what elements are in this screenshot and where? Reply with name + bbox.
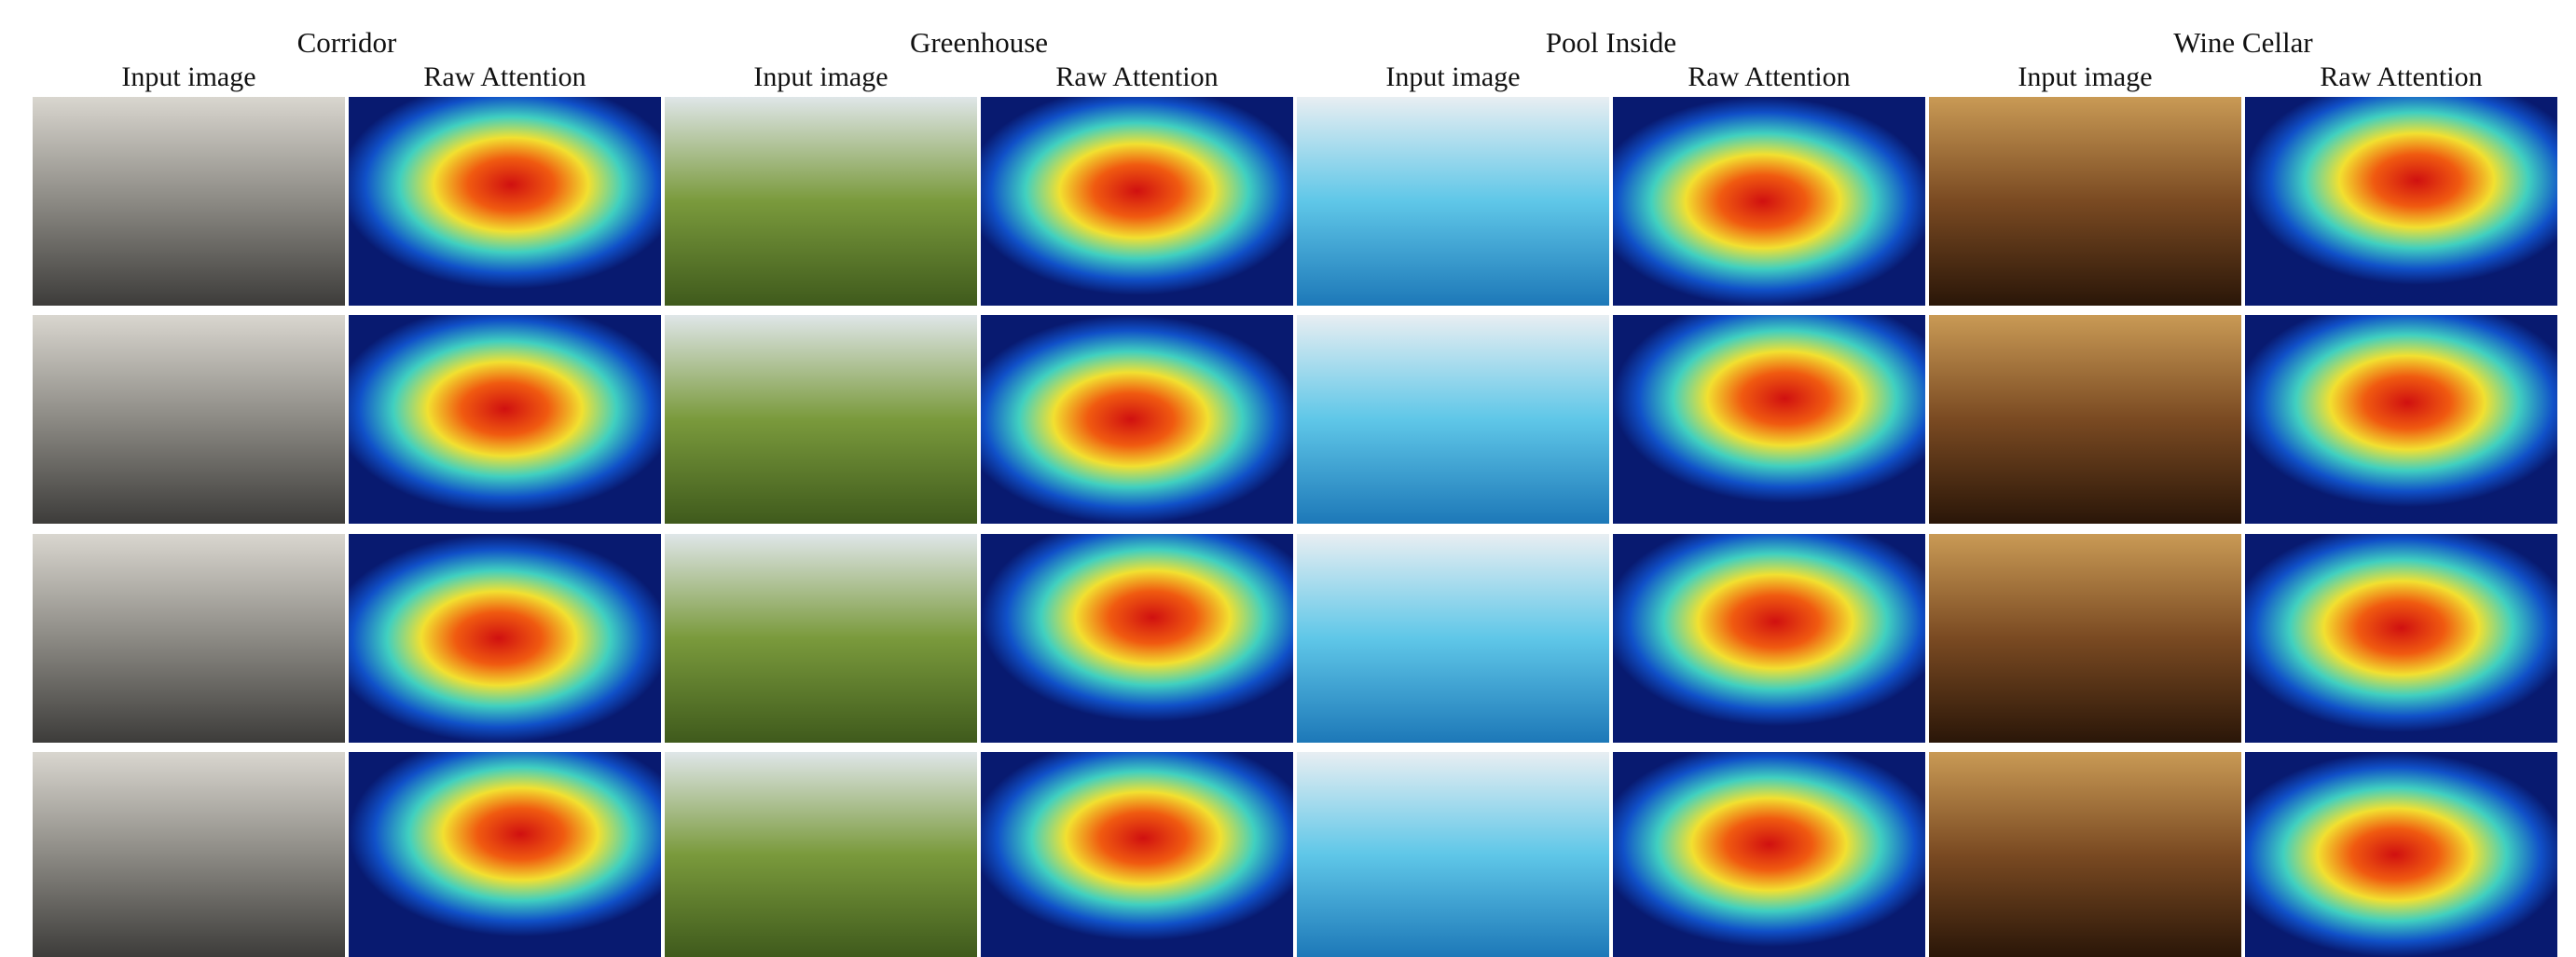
input-image: [33, 97, 345, 306]
attention-map: [981, 315, 1293, 524]
column-title: Raw Attention: [423, 62, 586, 92]
column-title: Raw Attention: [2320, 62, 2483, 92]
column-title: Raw Attention: [1687, 62, 1851, 92]
attention-map: [1613, 534, 1925, 743]
input-image: [33, 534, 345, 743]
input-image: [1297, 752, 1609, 957]
input-image: [1297, 97, 1609, 306]
column-title: Input image: [121, 62, 256, 92]
attention-map: [349, 752, 661, 957]
attention-map: [1613, 97, 1925, 306]
group-title: Corridor: [296, 26, 397, 59]
attention-map: [981, 534, 1293, 743]
input-image: [1297, 315, 1609, 524]
column-title: Input image: [753, 62, 889, 92]
attention-map: [349, 315, 661, 524]
input-image: [1929, 315, 2241, 524]
input-image: [665, 752, 977, 957]
input-image: [1929, 534, 2241, 743]
group-title: Wine Cellar: [2173, 26, 2313, 59]
column-title: Raw Attention: [1055, 62, 1219, 92]
column-title: Input image: [2018, 62, 2153, 92]
attention-map: [981, 752, 1293, 957]
attention-map: [349, 97, 661, 306]
input-image: [665, 315, 977, 524]
column-title: Input image: [1385, 62, 1521, 92]
attention-map: [981, 97, 1293, 306]
input-image: [665, 97, 977, 306]
attention-map: [2245, 97, 2557, 306]
attention-map: [1613, 315, 1925, 524]
input-image: [1929, 97, 2241, 306]
group-title: Pool Inside: [1545, 26, 1677, 59]
input-image: [33, 752, 345, 957]
input-image: [1297, 534, 1609, 743]
attention-map: [2245, 534, 2557, 743]
input-image: [33, 315, 345, 524]
group-title: Greenhouse: [909, 26, 1049, 59]
attention-map: [2245, 752, 2557, 957]
input-image: [665, 534, 977, 743]
attention-map: [349, 534, 661, 743]
attention-map: [2245, 315, 2557, 524]
input-image: [1929, 752, 2241, 957]
attention-map: [1613, 752, 1925, 957]
